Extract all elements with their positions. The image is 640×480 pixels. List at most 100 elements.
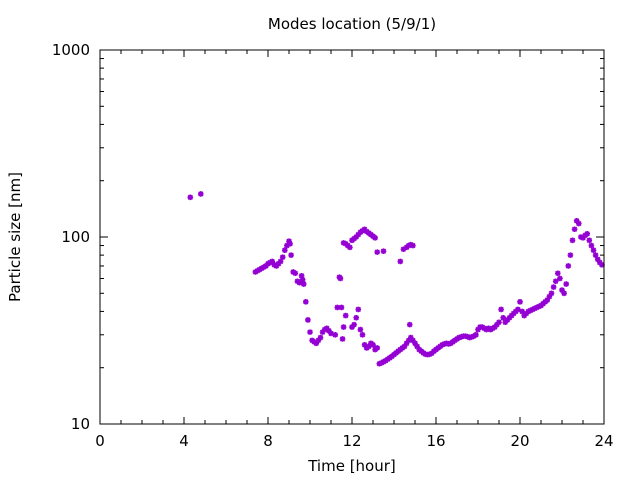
data-point <box>263 263 269 269</box>
data-point <box>586 237 593 244</box>
data-point <box>458 334 464 340</box>
data-point <box>279 254 286 260</box>
data-point <box>305 317 311 323</box>
data-point <box>334 304 341 311</box>
data-point <box>292 270 299 277</box>
data-point <box>355 306 362 313</box>
data-point <box>187 194 194 201</box>
data-point <box>515 306 521 313</box>
data-points <box>187 191 605 367</box>
data-point <box>338 304 345 311</box>
data-point <box>576 220 582 227</box>
data-point <box>340 324 347 330</box>
data-point <box>590 247 597 253</box>
data-point <box>326 328 332 334</box>
y-axis-label: Particle size [nm] <box>6 172 24 302</box>
data-point <box>475 326 481 333</box>
data-point <box>296 279 303 286</box>
data-point <box>496 319 502 326</box>
data-point <box>498 306 504 313</box>
data-point <box>403 340 410 347</box>
data-point <box>519 308 525 315</box>
data-point <box>380 248 387 254</box>
data-point <box>534 304 540 311</box>
data-point <box>340 240 347 246</box>
data-point <box>406 321 413 328</box>
data-point <box>569 237 576 244</box>
data-point <box>374 345 380 351</box>
data-point <box>588 242 595 249</box>
data-point <box>317 334 324 341</box>
data-point <box>578 234 584 240</box>
data-point <box>573 218 580 224</box>
data-point <box>414 343 420 350</box>
data-point <box>584 231 590 237</box>
data-point <box>359 331 366 338</box>
data-point <box>563 281 569 287</box>
data-point <box>500 314 506 321</box>
data-point <box>332 331 338 338</box>
data-point <box>315 337 322 344</box>
x-tick-label: 8 <box>263 432 273 450</box>
x-tick-label: 16 <box>426 432 445 450</box>
data-point <box>546 293 553 300</box>
data-point <box>303 299 309 305</box>
data-point <box>198 191 204 197</box>
data-point <box>347 244 353 251</box>
data-point <box>557 275 563 282</box>
data-point <box>357 326 364 333</box>
data-point <box>299 277 306 283</box>
data-point <box>286 238 292 244</box>
data-point <box>559 287 565 293</box>
data-point <box>351 321 357 328</box>
data-point <box>374 249 380 255</box>
data-point <box>521 312 527 319</box>
data-point <box>273 263 280 269</box>
data-point <box>555 270 561 277</box>
data-point <box>536 303 542 310</box>
x-tick-label: 0 <box>95 432 105 450</box>
data-point <box>284 242 290 249</box>
data-point <box>592 252 599 258</box>
data-point <box>298 273 305 279</box>
data-point <box>319 329 326 335</box>
data-point <box>502 319 509 326</box>
data-point <box>361 342 368 348</box>
data-point <box>517 299 523 305</box>
data-point <box>405 337 412 344</box>
data-point <box>597 259 603 266</box>
data-point <box>464 333 471 340</box>
data-point <box>300 281 307 287</box>
data-point <box>571 226 578 233</box>
data-point <box>401 343 408 350</box>
data-point <box>353 314 359 321</box>
y-tick-label: 10 <box>71 415 90 433</box>
x-axis-label: Time [hour] <box>307 457 396 475</box>
x-tick-label: 20 <box>510 432 529 450</box>
x-tick-label: 12 <box>342 432 361 450</box>
data-point <box>349 324 355 330</box>
data-point <box>307 329 313 335</box>
data-point <box>282 247 288 253</box>
data-point <box>277 258 284 265</box>
data-point <box>287 240 293 247</box>
data-point <box>324 325 330 332</box>
data-point <box>366 343 372 350</box>
data-point <box>328 330 334 337</box>
y-tick-label: 100 <box>61 228 90 246</box>
data-point <box>342 312 349 319</box>
data-point <box>550 284 557 290</box>
data-point <box>288 252 294 258</box>
x-tick-label: 24 <box>594 432 613 450</box>
data-point <box>408 334 414 341</box>
data-point <box>353 234 359 240</box>
data-point <box>561 290 567 297</box>
data-point <box>275 260 282 267</box>
data-point <box>567 252 574 258</box>
data-point <box>337 275 344 282</box>
data-point <box>504 317 511 323</box>
data-point <box>548 290 555 297</box>
data-point <box>372 235 378 241</box>
data-point <box>410 337 416 344</box>
